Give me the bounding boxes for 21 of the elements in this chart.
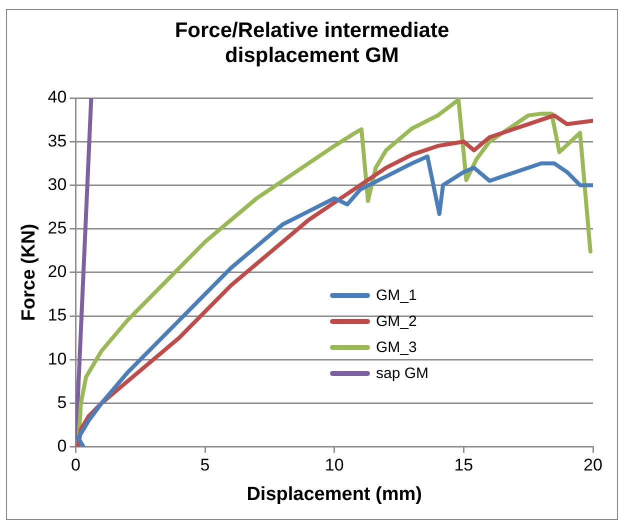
x-tick-label: 5 [200, 456, 210, 475]
legend-label: GM_3 [376, 338, 417, 356]
chart-title: Force/Relative intermediate displacement GM [174, 18, 450, 68]
legend-label: sap GM [376, 364, 429, 382]
x-tick-label: 20 [584, 456, 602, 475]
y-tick-label: 15 [48, 306, 67, 325]
y-tick-label: 35 [48, 131, 67, 150]
y-tick-label: 5 [57, 392, 67, 412]
x-tick-label: 15 [454, 456, 474, 475]
y-axis-title: Force (KN) [18, 224, 40, 321]
y-tick-label: 30 [48, 174, 67, 194]
legend-label: GM_2 [376, 312, 417, 330]
legend-label: GM_1 [376, 286, 417, 304]
y-tick-label: 0 [57, 436, 67, 456]
y-tick-label: 40 [48, 88, 67, 107]
x-axis-title: Displacement (mm) [246, 484, 422, 505]
y-tick-label: 20 [48, 262, 67, 282]
x-tick-label: 10 [324, 456, 344, 475]
y-tick-label: 10 [48, 349, 67, 368]
x-tick-label: 0 [70, 456, 80, 475]
y-tick-label: 25 [48, 218, 67, 238]
